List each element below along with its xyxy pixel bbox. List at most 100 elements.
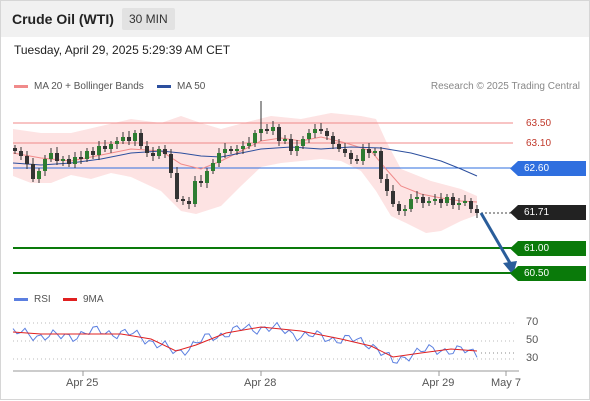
candle bbox=[25, 156, 29, 164]
current-price-tag: 61.71 bbox=[510, 205, 586, 220]
candle bbox=[439, 199, 443, 203]
candle bbox=[307, 133, 311, 139]
candle bbox=[127, 137, 131, 141]
candle bbox=[163, 149, 167, 154]
projection-arrow-line bbox=[479, 212, 512, 264]
candle bbox=[13, 148, 17, 151]
candle bbox=[97, 146, 101, 155]
candle bbox=[91, 151, 95, 155]
candle bbox=[217, 153, 221, 163]
candle bbox=[421, 197, 425, 203]
x-label-apr28: Apr 28 bbox=[244, 377, 277, 389]
candle bbox=[253, 133, 257, 143]
candle bbox=[301, 139, 305, 146]
candle bbox=[295, 146, 299, 151]
candle bbox=[31, 164, 35, 179]
candle bbox=[193, 181, 197, 204]
ma50-swatch bbox=[157, 85, 171, 88]
level-tag-60-50: 60.50 bbox=[510, 266, 586, 281]
rsi-label: RSI bbox=[34, 294, 51, 305]
candle bbox=[361, 149, 365, 161]
ma20-swatch bbox=[14, 85, 28, 88]
candle bbox=[157, 149, 161, 156]
candle bbox=[67, 159, 71, 164]
header-bar: Crude Oil (WTI) 30 MIN bbox=[1, 1, 589, 37]
candle bbox=[355, 159, 359, 161]
candle bbox=[109, 144, 113, 149]
candle bbox=[49, 153, 53, 159]
candle bbox=[427, 201, 431, 203]
candle bbox=[61, 159, 65, 161]
candle bbox=[121, 137, 125, 141]
candle bbox=[115, 141, 119, 144]
candle bbox=[169, 154, 173, 173]
bollinger-band bbox=[13, 113, 477, 233]
candle bbox=[265, 129, 269, 131]
candle bbox=[199, 181, 203, 183]
candle bbox=[391, 191, 395, 204]
candle bbox=[319, 129, 323, 131]
rsi-line bbox=[12, 321, 478, 364]
level-tag-63-50: 63.50 bbox=[526, 118, 552, 129]
candle bbox=[409, 199, 413, 209]
candle bbox=[325, 131, 329, 136]
candle bbox=[205, 171, 209, 183]
candle bbox=[133, 133, 137, 141]
candle bbox=[175, 173, 179, 199]
rsi-swatch bbox=[14, 298, 28, 301]
candle bbox=[373, 151, 377, 153]
level-tag-63-10: 63.10 bbox=[526, 138, 552, 149]
candle bbox=[229, 149, 233, 151]
candle bbox=[241, 146, 245, 149]
candle bbox=[223, 149, 227, 153]
legend-ma50: MA 50 bbox=[157, 81, 205, 92]
candle bbox=[451, 197, 455, 205]
candle bbox=[343, 149, 347, 153]
candle bbox=[415, 197, 419, 199]
candle bbox=[43, 159, 47, 171]
candle bbox=[463, 201, 467, 203]
candle bbox=[445, 197, 449, 203]
legend-9ma: 9MA bbox=[63, 294, 104, 305]
candle bbox=[337, 144, 341, 149]
candle bbox=[379, 151, 383, 179]
instrument-title: Crude Oil (WTI) bbox=[12, 11, 114, 27]
ma50-line bbox=[12, 146, 478, 177]
candle bbox=[331, 136, 335, 144]
candle bbox=[433, 199, 437, 201]
candle bbox=[235, 149, 239, 151]
ma9-swatch bbox=[63, 298, 77, 301]
candle bbox=[37, 171, 41, 179]
candle bbox=[187, 201, 191, 204]
legend-ma20: MA 20 + Bollinger Bands bbox=[14, 81, 144, 92]
timestamp: Tuesday, April 29, 2025 5:29:39 AM CET bbox=[14, 43, 231, 57]
candle bbox=[55, 153, 59, 161]
ma20-line bbox=[12, 136, 478, 203]
candle bbox=[211, 163, 215, 171]
x-label-apr25: Apr 25 bbox=[66, 377, 99, 389]
candle bbox=[247, 143, 251, 146]
ma9-label: 9MA bbox=[83, 294, 104, 305]
candle bbox=[145, 146, 149, 153]
x-label-may7: May 7 bbox=[491, 377, 521, 389]
timeframe-button[interactable]: 30 MIN bbox=[122, 8, 175, 30]
candle bbox=[85, 151, 89, 159]
candle bbox=[139, 133, 143, 146]
candle bbox=[385, 179, 389, 191]
candle bbox=[151, 153, 155, 156]
candle bbox=[397, 204, 401, 211]
legend-rsi: RSI bbox=[14, 294, 51, 305]
candle bbox=[79, 157, 83, 159]
rsi-ma-line bbox=[12, 326, 478, 358]
candle bbox=[349, 153, 353, 159]
candle bbox=[283, 139, 287, 141]
candle bbox=[19, 151, 23, 156]
ma50-label: MA 50 bbox=[177, 81, 206, 92]
level-tag-62-60: 62.60 bbox=[510, 161, 586, 176]
candle bbox=[277, 127, 281, 141]
candle bbox=[403, 209, 407, 211]
rsi-tick-50: 50 bbox=[526, 334, 539, 346]
candle bbox=[181, 199, 185, 201]
